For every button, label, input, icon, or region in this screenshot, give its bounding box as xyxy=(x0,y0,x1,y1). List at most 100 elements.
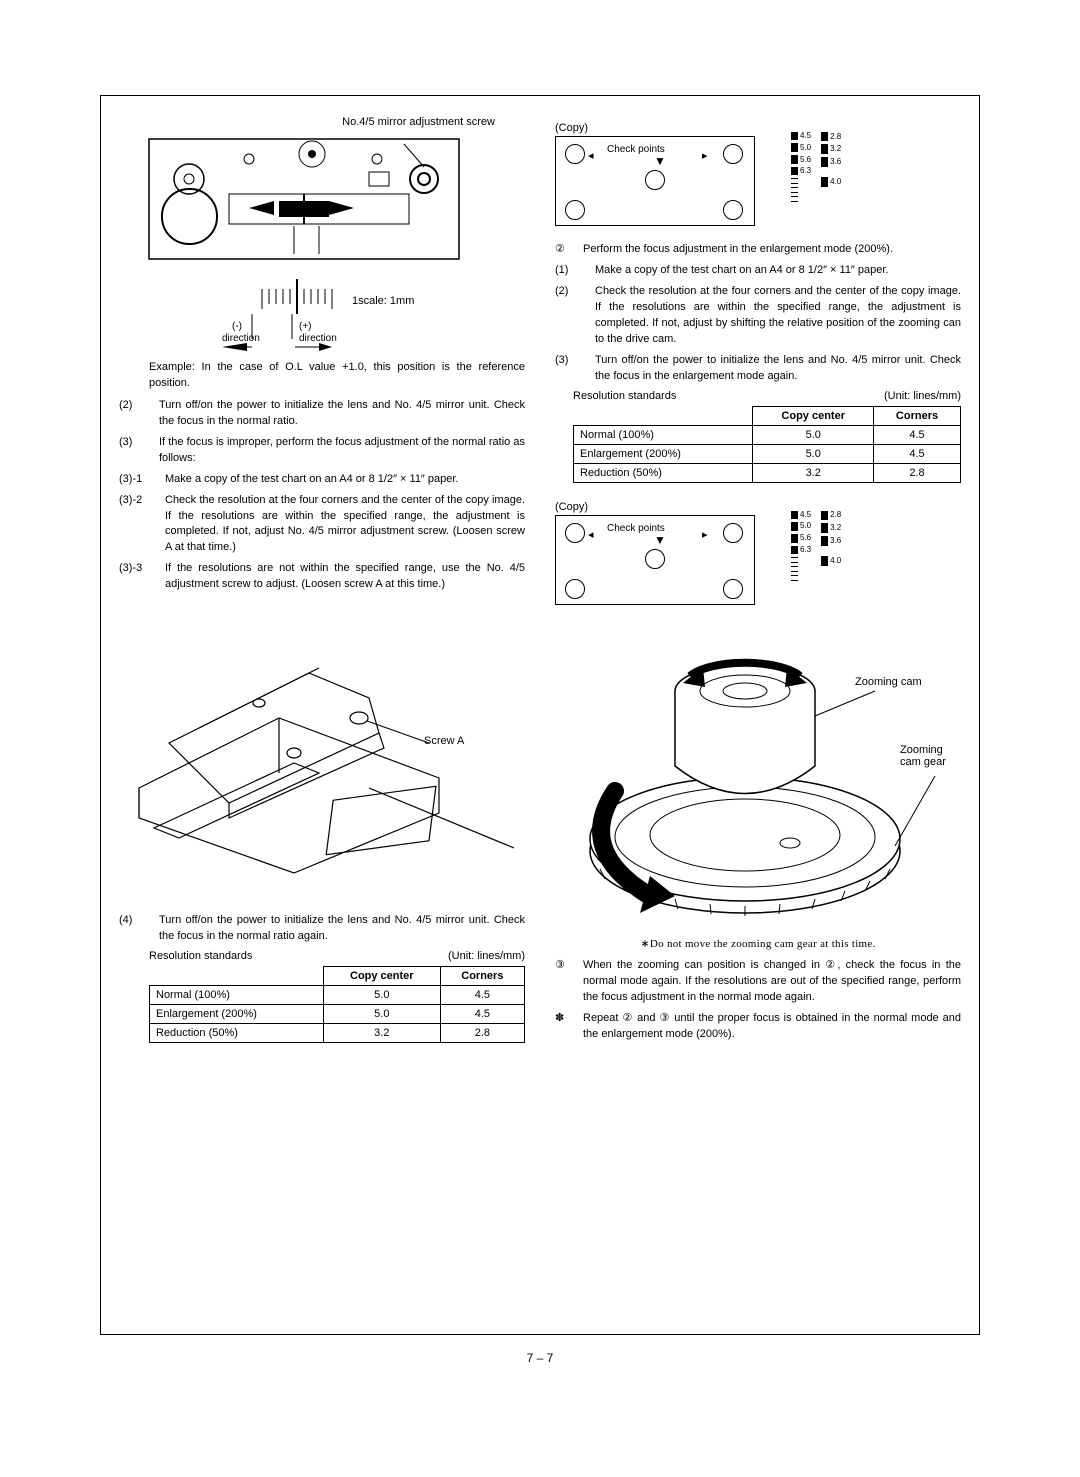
arrow-down-icon: ▼ xyxy=(654,534,666,546)
step-number: ③ xyxy=(555,958,573,1006)
svg-text:(+): (+) xyxy=(299,321,312,332)
item-number: (3) xyxy=(555,353,585,385)
arrow-down-icon: ▼ xyxy=(654,155,666,167)
item-text: Turn off/on the power to initialize the … xyxy=(159,913,525,945)
cell: 3.2 xyxy=(323,1024,440,1043)
cell: Reduction (50%) xyxy=(150,1024,324,1043)
scale-val: 6.3 xyxy=(800,167,811,175)
cell: 2.8 xyxy=(440,1024,524,1043)
item-text: If the resolutions are not within the sp… xyxy=(165,561,525,593)
resolution-scale: 4.5 5.0 5.6 6.3 2.8 3.2 3.6 4.0 xyxy=(791,132,841,202)
th-corners: Corners xyxy=(874,406,961,425)
copy-label: (Copy) xyxy=(555,122,588,134)
th-corners: Corners xyxy=(440,967,524,986)
right-table: Copy center Corners Normal (100%) 5.0 4.… xyxy=(573,406,961,483)
step-3: ③ When the zooming can position is chang… xyxy=(555,958,961,1006)
right-table-caption: Resolution standards (Unit: lines/mm) xyxy=(573,390,961,402)
th-blank xyxy=(574,406,753,425)
copy-box: (Copy) Check points ▼ ◂ ▸ xyxy=(555,501,775,611)
item-text: If the focus is improper, perform the fo… xyxy=(159,435,525,467)
arrow-left-icon: ◂ xyxy=(588,149,594,162)
zooming-cam-diagram: Zooming cam Zooming cam gear xyxy=(555,621,961,931)
page: No.4/5 mirror adjustment screw xyxy=(0,0,1080,1477)
cell: 5.0 xyxy=(753,425,874,444)
table-row: Reduction (50%) 3.2 2.8 xyxy=(574,463,961,482)
copy-box: (Copy) Check points ▼ ◂ ▸ xyxy=(555,122,775,232)
right-item-1: (1) Make a copy of the test chart on an … xyxy=(555,263,961,279)
cell: 4.5 xyxy=(874,425,961,444)
mirror-adjust-diagram xyxy=(129,134,515,284)
example-text: Example: In the case of O.L value +1.0, … xyxy=(149,360,525,392)
cell: Enlargement (200%) xyxy=(574,444,753,463)
svg-text:direction: direction xyxy=(299,333,337,344)
left-item-2: (2) Turn off/on the power to initialize … xyxy=(119,398,525,430)
step-2: ② Perform the focus adjustment in the en… xyxy=(555,242,961,258)
cell: 4.5 xyxy=(440,1005,524,1024)
cell: 4.5 xyxy=(874,444,961,463)
scale-val: 2.8 xyxy=(830,511,841,519)
scale-val: 5.0 xyxy=(800,522,811,530)
cell: Normal (100%) xyxy=(150,986,324,1005)
item-number: (2) xyxy=(119,398,149,430)
table-unit: (Unit: lines/mm) xyxy=(448,950,525,962)
zooming-cam-label: Zooming cam xyxy=(855,676,922,688)
scale-val: 5.0 xyxy=(800,144,811,152)
item-number: (1) xyxy=(555,263,585,279)
table-row: Enlargement (200%) 5.0 4.5 xyxy=(150,1005,525,1024)
resolution-scale: 4.5 5.0 5.6 6.3 2.8 3.2 3.6 4.0 xyxy=(791,511,841,581)
step-number: ✽ xyxy=(555,1011,573,1043)
step-text: Repeat ② and ③ until the proper focus is… xyxy=(583,1011,961,1043)
item-number: (2) xyxy=(555,284,585,348)
scale-val: 4.5 xyxy=(800,132,811,140)
th-copy-center: Copy center xyxy=(753,406,874,425)
cell: 4.5 xyxy=(440,986,524,1005)
table-row: Normal (100%) 5.0 4.5 xyxy=(150,986,525,1005)
table-unit: (Unit: lines/mm) xyxy=(884,390,961,402)
scale-val: 4.0 xyxy=(830,557,841,565)
scale-legend-text: 1scale: 1mm xyxy=(352,295,414,307)
th-copy-center: Copy center xyxy=(323,967,440,986)
item-text: Turn off/on the power to initialize the … xyxy=(595,353,961,385)
arrow-right-icon: ▸ xyxy=(702,528,708,541)
check-points-label: Check points xyxy=(607,523,665,534)
cell: Normal (100%) xyxy=(574,425,753,444)
zooming-cam-gear-label: Zooming cam gear xyxy=(900,744,946,768)
cell: 2.8 xyxy=(874,463,961,482)
scale-val: 3.6 xyxy=(830,537,841,545)
repeat-note: ✽ Repeat ② and ③ until the proper focus … xyxy=(555,1011,961,1043)
right-column: (Copy) Check points ▼ ◂ ▸ 4.5 5.0 xyxy=(555,116,961,1314)
table-row: Enlargement (200%) 5.0 4.5 xyxy=(574,444,961,463)
left-item-3-1: (3)-1 Make a copy of the test chart on a… xyxy=(119,472,525,488)
scale-val: 3.2 xyxy=(830,145,841,153)
svg-text:direction: direction xyxy=(222,333,260,344)
content-frame: No.4/5 mirror adjustment screw xyxy=(100,95,980,1335)
left-item-3-3: (3)-3 If the resolutions are not within … xyxy=(119,561,525,593)
page-number: 7 – 7 xyxy=(100,1351,980,1365)
scale-val: 5.6 xyxy=(800,156,811,164)
table-caption-text: Resolution standards xyxy=(573,390,676,402)
scale-val: 2.8 xyxy=(830,133,841,141)
left-table: Copy center Corners Normal (100%) 5.0 4.… xyxy=(149,966,525,1043)
item-number: (4) xyxy=(119,913,149,945)
item-number: (3) xyxy=(119,435,149,467)
arrow-left-icon: ◂ xyxy=(588,528,594,541)
step-text: Perform the focus adjustment in the enla… xyxy=(583,242,961,258)
item-number: (3)-1 xyxy=(119,472,155,488)
scale-val: 3.6 xyxy=(830,158,841,166)
cell: Reduction (50%) xyxy=(574,463,753,482)
left-table-caption: Resolution standards (Unit: lines/mm) xyxy=(149,950,525,962)
svg-text:(-): (-) xyxy=(232,321,242,332)
right-item-2: (2) Check the resolution at the four cor… xyxy=(555,284,961,348)
item-text: Make a copy of the test chart on an A4 o… xyxy=(595,263,961,279)
copy-label: (Copy) xyxy=(555,501,588,513)
table-row: Reduction (50%) 3.2 2.8 xyxy=(150,1024,525,1043)
left-item-3-2: (3)-2 Check the resolution at the four c… xyxy=(119,493,525,557)
screw-a-label: Screw A xyxy=(424,735,464,747)
scale-val: 6.3 xyxy=(800,546,811,554)
scale-val: 5.6 xyxy=(800,534,811,542)
scale-val: 3.2 xyxy=(830,524,841,532)
item-text: Make a copy of the test chart on an A4 o… xyxy=(165,472,525,488)
copy-check-1: (Copy) Check points ▼ ◂ ▸ 4.5 5.0 xyxy=(555,122,961,232)
warning-text: ∗Do not move the zooming cam gear at thi… xyxy=(640,938,875,950)
item-text: Turn off/on the power to initialize the … xyxy=(159,398,525,430)
